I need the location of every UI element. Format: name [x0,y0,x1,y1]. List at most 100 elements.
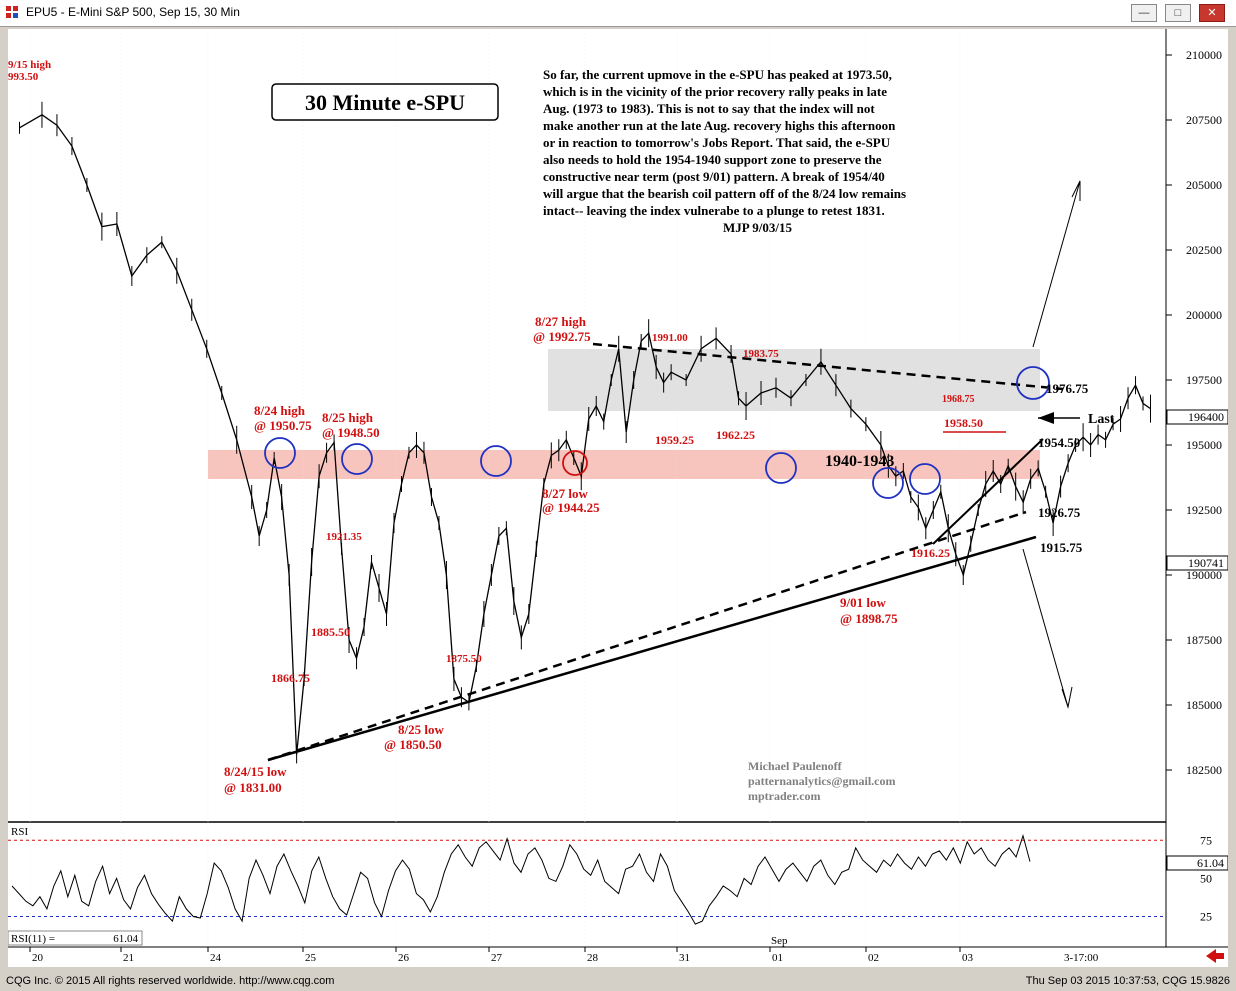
rsi-line [11,833,1031,925]
annotation-label: 9/15 high [8,59,51,71]
commentary-line: constructive near term (post 9/01) patte… [543,169,885,184]
annotation-label: 1926.75 [1038,505,1081,520]
x-tick-label: 24 [210,952,222,964]
window-title: EPU5 - E-Mini S&P 500, Sep 15, 30 Min [26,5,240,19]
y-tick-label: 182500 [1186,763,1222,777]
annotation-label: @ 1992.75 [533,329,591,344]
last-price-value: 196400 [1188,410,1224,424]
annotation-label: @ 1831.00 [224,780,282,795]
credit-site: mptrader.com [748,789,821,803]
circle-8-24-high [264,437,296,469]
status-timestamp: Thu Sep 03 2015 10:37:53, CQG 15.9826 [1025,975,1230,987]
rsi-tick-label: 75 [1200,833,1212,847]
annotation-label: 1885.50 [311,625,350,639]
commentary-line: which is in the vicinity of the prior re… [543,84,887,99]
rsi-last-value: 61.04 [1197,856,1224,870]
annotation-label: 1959.25 [655,433,694,447]
annotation-label: 8/27 low [542,486,588,501]
commentary-line: also needs to hold the 1954-1940 support… [543,152,882,167]
x-tick-label: 25 [305,952,317,964]
last-price-arrow [1038,412,1080,424]
annotation-label: 1958.50 [944,416,983,430]
x-tick-label: 20 [32,952,44,964]
y-tick-label: 210000 [1186,48,1222,62]
commentary-line: Aug. (1973 to 1983). This is not to say … [543,101,875,116]
chart-title: 30 Minute e-SPU [305,90,465,115]
y-tick-label: 195000 [1186,438,1222,452]
solid-trendline-lower [267,535,1037,762]
rsi-readout-value: 61.04 [113,933,138,945]
annotation-label: 1962.25 [716,428,755,442]
support-zone [208,450,1040,479]
dashed-trendline-upper [592,342,1064,391]
downside-projection-arrow [1022,548,1073,709]
annotation-label: 8/25 high [322,410,374,425]
y-tick-label: 190000 [1186,568,1222,582]
annotation-label: 993.50 [8,71,39,83]
annotation-label: @ 1948.50 [322,425,380,440]
dashed-trendline-lower [267,510,1027,762]
rsi-period-label: RSI(11) = [11,933,55,945]
y-tick-label: 205000 [1186,178,1222,192]
cqg-logo-icon [6,6,18,18]
x-month-label: Sep [771,935,788,947]
annotation-label: 1940-1943 [825,453,894,470]
annotation-label: @ 1850.50 [384,737,442,752]
annotation-label: @ 1950.75 [254,418,312,433]
annotation-label: 9/01 low [840,595,886,610]
signature: MJP 9/03/15 [723,220,792,235]
window-titlebar: EPU5 - E-Mini S&P 500, Sep 15, 30 Min — … [0,0,1236,27]
circle-8-25-high [341,443,373,475]
x-tick-label: 03 [962,952,974,964]
annotation-label: 1915.75 [1040,540,1083,555]
circle-last-high [1016,366,1050,400]
marker-price-value: 190741 [1188,556,1224,570]
commentary: So far, the current upmove in the e-SPU … [543,67,906,235]
x-tick-label: 28 [587,952,599,964]
rsi-tick-label: 25 [1200,910,1212,924]
annotation-label: 1875.50 [446,653,482,665]
y-tick-label: 200000 [1186,308,1222,322]
commentary-line: intact-- leaving the index vulnerabe to … [543,203,885,218]
x-tick-label: 26 [398,952,410,964]
x-tick-label: 31 [679,952,690,964]
annotation-label: 8/25 low [398,722,444,737]
upside-projection-arrow [1032,180,1081,348]
rsi-title: RSI [11,826,28,838]
annotation-label: 1968.75 [942,394,975,405]
annotation-label: Last [1088,412,1115,427]
annotation-label: 1991.00 [652,332,688,344]
rsi-tick-label: 50 [1200,871,1212,885]
circle-9-02-test-b [909,463,941,495]
close-button[interactable]: ✕ [1199,4,1225,22]
maximize-button[interactable]: □ [1165,4,1191,22]
y-tick-label: 207500 [1186,113,1222,127]
scroll-right-icon[interactable] [1206,949,1224,963]
x-tick-label: 01 [772,952,783,964]
annotation-label: 1983.75 [743,348,779,360]
rising-trendline [932,438,1044,545]
annotation-label: 1921.35 [326,531,362,543]
annotation-label: 8/24/15 low [224,764,287,779]
status-bar: CQG Inc. © 2015 All rights reserved worl… [0,969,1236,991]
annotation-label: @ 1944.25 [542,500,600,515]
chart-area: 210000 207500 205000 202500 200000 197500 1950… [7,29,1229,967]
x-right-label: 3-17:00 [1064,952,1099,964]
y-tick-label: 185000 [1186,698,1222,712]
annotation-label: 1866.75 [271,671,310,685]
y-tick-label: 187500 [1186,633,1222,647]
minimize-button[interactable]: — [1131,4,1157,22]
credit-author: Michael Paulenoff [748,759,843,773]
y-tick-label: 192500 [1186,503,1222,517]
price-chart: 210000 207500 205000 202500 200000 197500 1950… [7,29,1229,964]
x-tick-label: 02 [868,952,879,964]
x-tick-label: 27 [491,952,503,964]
commentary-line: make another run at the late Aug. recove… [543,118,896,133]
commentary-line: will argue that the bearish coil pattern… [543,186,906,201]
annotation-label: 8/27 high [535,314,587,329]
circle-8-27-low [562,450,588,476]
chart-title-box [271,83,499,121]
y-tick-label: 202500 [1186,243,1222,257]
annotation-label: 1976.75 [1046,381,1089,396]
y-tick-label: 197500 [1186,373,1222,387]
